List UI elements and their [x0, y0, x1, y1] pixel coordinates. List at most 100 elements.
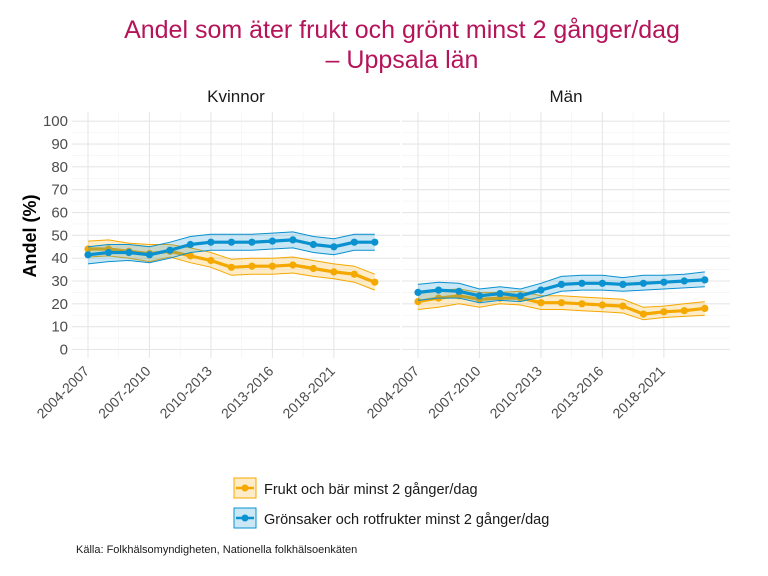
data-point-frukt	[680, 307, 688, 315]
data-point-gron	[701, 276, 709, 284]
data-point-frukt	[578, 300, 586, 308]
data-point-gron	[125, 248, 133, 257]
data-point-frukt	[639, 310, 648, 318]
data-point-frukt	[268, 262, 276, 270]
x-tick-label: 2007-2010	[425, 363, 484, 422]
data-point-gron	[309, 240, 317, 249]
legend-point-gron	[241, 514, 249, 522]
data-point-gron	[371, 238, 379, 246]
y-tick-label: 0	[60, 342, 68, 359]
panel-title-kvinnor: Kvinnor	[207, 87, 265, 106]
x-tick-label: 2007-2010	[95, 363, 154, 422]
x-tick-label: 2018-2021	[609, 363, 668, 422]
legend-label-gron: Grönsaker och rotfrukter minst 2 gånger/…	[264, 512, 549, 528]
x-tick-label: 2013-2016	[548, 363, 607, 422]
chart-title-line1: Andel som äter frukt och grönt minst 2 g…	[124, 16, 680, 44]
data-point-frukt	[619, 302, 627, 310]
data-point-frukt	[84, 245, 92, 253]
data-point-gron	[578, 279, 586, 287]
data-point-frukt	[557, 299, 566, 307]
y-axis-label: Andel (%)	[20, 194, 40, 277]
panel-title-man: Män	[549, 87, 582, 106]
source-note: Källa: Folkhälsomyndigheten, Nationella …	[76, 544, 357, 556]
data-point-gron	[84, 251, 92, 259]
data-point-frukt	[537, 299, 545, 307]
legend-item-frukt: Frukt och bär minst 2 gånger/dag	[233, 477, 478, 499]
x-tick-label: 2004-2007	[33, 363, 92, 422]
data-point-frukt	[371, 278, 379, 286]
y-tick-label: 90	[51, 136, 68, 153]
series-frukt	[414, 288, 709, 321]
data-point-gron	[639, 279, 648, 287]
y-tick-label: 20	[51, 296, 68, 313]
ci-lower-frukt	[417, 303, 705, 321]
panel-man: Män 2004-2007 2007-2010 2010-2013 2013-2016…	[363, 87, 730, 421]
legend-item-gron: Grönsaker och rotfrukter minst 2 gånger/…	[233, 507, 549, 529]
data-point-gron	[145, 251, 154, 259]
data-point-gron	[557, 280, 566, 288]
grid-1	[402, 112, 730, 358]
y-tick-label: 30	[51, 273, 68, 290]
legend-label-frukt: Frukt och bär minst 2 gånger/dag	[264, 482, 478, 498]
data-point-gron	[537, 286, 545, 294]
data-point-frukt	[227, 263, 235, 271]
data-point-gron	[166, 246, 174, 254]
data-point-gron	[475, 292, 484, 300]
chart-title-line2: – Uppsala län	[326, 46, 479, 74]
data-point-frukt	[350, 270, 358, 278]
data-point-frukt	[309, 264, 317, 273]
x-tick-label: 2018-2021	[279, 363, 338, 422]
ci-upper-frukt	[417, 288, 705, 308]
data-point-gron	[330, 243, 338, 251]
ci-band-gron	[88, 231, 375, 264]
ci-lower-gron	[87, 247, 375, 265]
data-point-gron	[434, 286, 443, 294]
ci-lower-gron	[417, 286, 705, 304]
x-tick-label: 2010-2013	[486, 363, 545, 422]
legend: Frukt och bär minst 2 gånger/dag Grönsak…	[233, 477, 549, 529]
series-gron	[84, 231, 379, 265]
ci-upper-gron	[417, 271, 705, 290]
data-point-gron	[680, 277, 688, 285]
y-tick-label: 70	[51, 182, 68, 199]
data-point-gron	[414, 288, 422, 296]
data-point-gron	[598, 279, 607, 287]
y-tick-label: 60	[51, 205, 68, 222]
ci-upper-gron	[87, 231, 375, 248]
x-tick-label: 2004-2007	[363, 363, 422, 422]
x-tick-label: 2013-2016	[218, 363, 277, 422]
data-point-frukt	[598, 301, 607, 309]
data-point-gron	[227, 238, 235, 246]
y-tick-label: 40	[51, 250, 68, 267]
data-point-gron	[516, 292, 525, 300]
data-point-gron	[660, 278, 668, 286]
data-point-gron	[207, 238, 215, 246]
data-point-gron	[104, 248, 113, 257]
ci-upper-frukt	[87, 239, 375, 275]
data-point-gron	[619, 280, 627, 288]
y-tick-label: 50	[51, 227, 68, 244]
data-point-gron	[455, 287, 463, 295]
y-tick-label: 10	[51, 319, 68, 336]
data-point-gron	[268, 237, 276, 245]
legend-point-frukt	[241, 484, 249, 492]
grid-0	[72, 112, 400, 358]
data-point-frukt	[660, 308, 668, 316]
data-point-frukt	[330, 268, 338, 276]
series-gron	[414, 271, 709, 304]
data-point-frukt	[207, 256, 215, 265]
data-point-gron	[350, 238, 358, 246]
y-tick-label: 100	[43, 113, 68, 130]
data-point-gron	[186, 240, 194, 249]
y-tick-label: 80	[51, 159, 68, 176]
x-tick-label: 2010-2013	[156, 363, 215, 422]
data-point-gron	[496, 290, 504, 298]
data-point-frukt	[248, 262, 256, 270]
data-point-frukt	[289, 261, 297, 269]
data-point-gron	[248, 238, 256, 246]
data-point-gron	[289, 236, 297, 244]
ci-lower-frukt	[87, 255, 375, 291]
data-point-frukt	[186, 252, 194, 260]
